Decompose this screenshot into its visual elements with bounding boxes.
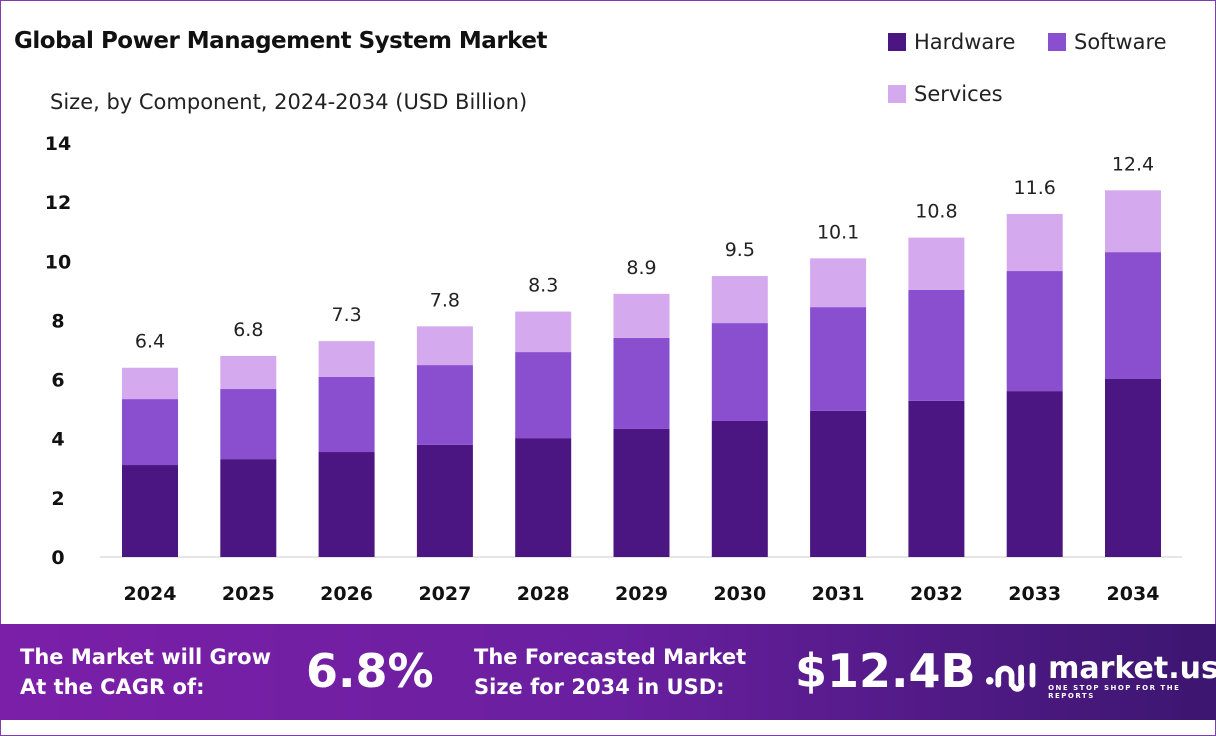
bar-segment-hardware	[122, 465, 178, 557]
bar-segment-hardware	[810, 410, 867, 557]
x-tick-label: 2032	[910, 583, 963, 605]
cagr-label-line2: At the CAGR of:	[20, 675, 205, 699]
bar-segment-services	[515, 311, 572, 353]
bar-segment-software	[220, 389, 277, 460]
x-tick-label: 2026	[320, 583, 373, 605]
bar-segment-hardware	[711, 420, 768, 557]
cagr-label-line1: The Market will Grow	[20, 645, 271, 669]
bar-total-label: 11.6	[1014, 177, 1056, 199]
chart-title: Global Power Management System Market	[14, 28, 547, 54]
y-tick-label: 10	[45, 251, 71, 273]
x-tick-label: 2025	[222, 583, 275, 605]
bar-segment-services	[318, 341, 375, 377]
bar-segment-software	[318, 376, 375, 453]
forecast-label: The Forecasted Market Size for 2034 in US…	[474, 642, 746, 702]
forecast-label-line1: The Forecasted Market	[474, 645, 747, 669]
logo-tagline: ONE STOP SHOP FOR THE REPORTS	[1048, 684, 1181, 700]
legend-label: Software	[1074, 30, 1167, 54]
logo-name: market.us	[1048, 651, 1216, 686]
market-us-logo: market.us ONE STOP SHOP FOR THE REPORTS	[985, 654, 1216, 700]
bar-segment-services	[122, 367, 178, 400]
bar-segment-hardware	[515, 438, 572, 557]
bar-segment-services	[1105, 190, 1161, 253]
bar-segment-hardware	[318, 452, 375, 557]
bar-total-label: 10.8	[915, 201, 957, 223]
bar-segment-services	[810, 258, 867, 308]
bar-segment-hardware	[613, 428, 670, 557]
cagr-label: The Market will Grow At the CAGR of:	[20, 642, 271, 702]
bar-segment-software	[122, 399, 178, 466]
cagr-value: 6.8%	[306, 644, 434, 698]
bar-total-label: 6.4	[135, 331, 165, 353]
bar-segment-software	[908, 289, 965, 401]
bar-segment-software	[1006, 271, 1063, 392]
legend-swatch	[888, 85, 906, 103]
y-tick-label: 12	[45, 192, 71, 214]
legend-label: Hardware	[914, 30, 1016, 54]
logo-icon	[985, 662, 1036, 692]
bar-segment-software	[1105, 252, 1161, 379]
bar-segment-services	[908, 237, 965, 290]
bar-total-label: 12.4	[1112, 153, 1154, 175]
bar-segment-software	[515, 352, 572, 439]
legend-swatch	[888, 33, 906, 51]
x-tick-label: 2024	[124, 583, 177, 605]
legend-item-software: Software	[1048, 30, 1167, 54]
bar-segment-hardware	[908, 400, 965, 557]
bar-total-label: 6.8	[233, 319, 263, 341]
bar-segment-software	[613, 337, 670, 429]
legend-label: Services	[914, 82, 1003, 106]
y-tick-label: 4	[51, 429, 64, 451]
bar-chart: 0 2 4 6 8 10 12 14 6.4 2024 6.8 2025 7.3 2026 7.8 2027 8…	[45, 133, 1182, 605]
legend-item-hardware: Hardware	[888, 30, 1015, 54]
bar-total-label: 7.3	[331, 304, 361, 326]
bar-segment-hardware	[1105, 378, 1161, 557]
bar-segment-hardware	[220, 459, 277, 557]
x-tick-label: 2034	[1107, 583, 1160, 605]
bar-segment-software	[711, 323, 768, 421]
bar-total-label: 9.5	[725, 239, 755, 261]
y-tick-label: 6	[51, 370, 64, 392]
x-tick-label: 2030	[713, 583, 766, 605]
y-tick-label: 14	[45, 133, 71, 155]
footer-banner: The Market will Grow At the CAGR of: 6.8%…	[0, 624, 1216, 720]
x-tick-label: 2031	[812, 583, 865, 605]
x-tick-label: 2029	[615, 583, 668, 605]
bar-total-label: 8.9	[626, 257, 656, 279]
bar-segment-services	[613, 293, 670, 338]
bar-total-label: 10.1	[817, 221, 859, 243]
bar-segment-hardware	[1006, 391, 1063, 557]
x-tick-label: 2028	[517, 583, 570, 605]
legend-swatch	[1048, 33, 1066, 51]
forecast-value: $12.4B	[795, 644, 976, 698]
forecast-label-line2: Size for 2034 in USD:	[474, 675, 725, 699]
bar-segment-services	[416, 326, 473, 366]
bar-segment-services	[1006, 213, 1063, 272]
bar-segment-software	[416, 365, 473, 445]
bar-segment-software	[810, 307, 867, 411]
bar-total-label: 8.3	[528, 275, 558, 297]
bar-segment-hardware	[416, 444, 473, 557]
chart-subtitle: Size, by Component, 2024-2034 (USD Billi…	[50, 90, 528, 114]
x-tick-label: 2027	[418, 583, 471, 605]
bar-segment-services	[220, 355, 277, 390]
y-tick-label: 2	[51, 488, 64, 510]
bar-total-label: 7.8	[430, 289, 460, 311]
y-tick-label: 0	[51, 547, 64, 569]
y-tick-label: 8	[51, 310, 64, 332]
legend-item-services: Services	[888, 82, 1003, 106]
bar-segment-services	[711, 276, 768, 324]
x-tick-label: 2033	[1008, 583, 1061, 605]
